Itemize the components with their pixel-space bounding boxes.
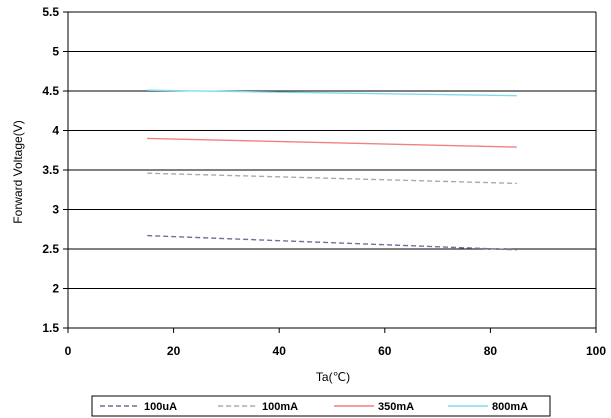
y-tick-label: 1.5 xyxy=(42,321,59,335)
series-line-350mA xyxy=(147,137,517,148)
x-tick-label: 80 xyxy=(484,344,498,358)
y-tick-label: 2 xyxy=(52,282,59,296)
x-tick-label: 100 xyxy=(586,344,606,358)
axes xyxy=(63,11,597,333)
legend-label-800mA: 800mA xyxy=(492,401,528,413)
tick-labels: 1.5 2 2.5 3 3.5 4 4.5 5 5.5 0 20 40 60 80 100 xyxy=(42,5,606,358)
x-tick-label: 20 xyxy=(167,344,181,358)
x-tick-label: 60 xyxy=(378,344,392,358)
series-line-100uA xyxy=(147,234,517,251)
legend-box xyxy=(91,395,551,417)
x-tick-label: 40 xyxy=(273,344,287,358)
x-axis-title: Ta(℃) xyxy=(316,370,350,384)
y-tick-label: 3.5 xyxy=(42,163,59,177)
y-tick-label: 5 xyxy=(52,45,59,59)
legend: 100uA 100mA 350mA 800mA xyxy=(91,395,551,417)
gridlines xyxy=(68,11,596,329)
y-axis-title: Forward Voltage(V) xyxy=(11,120,25,223)
y-tick-label: 4.5 xyxy=(42,84,59,98)
y-tick-label: 4 xyxy=(52,124,59,138)
y-tick-label: 5.5 xyxy=(42,5,59,19)
series-line-100mA xyxy=(147,172,517,185)
x-tick-label: 0 xyxy=(65,344,72,358)
y-tick-label: 3 xyxy=(52,203,59,217)
series-line-800mA xyxy=(147,89,517,97)
legend-label-100uA: 100uA xyxy=(144,401,177,413)
y-tick-label: 2.5 xyxy=(42,242,59,256)
legend-label-350mA: 350mA xyxy=(378,401,414,413)
legend-label-100mA: 100mA xyxy=(262,401,298,413)
series-lines xyxy=(147,89,517,251)
